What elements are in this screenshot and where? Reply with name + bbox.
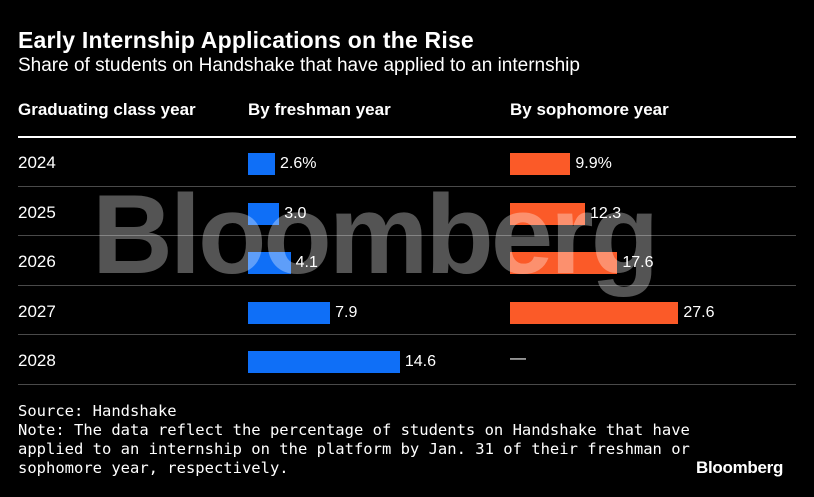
row-divider: [18, 334, 796, 335]
freshman-bar: [248, 252, 291, 274]
freshman-bar: [248, 202, 280, 225]
freshman-bar: [248, 351, 400, 373]
note-line-3: sophomore year, respectively.: [18, 459, 289, 477]
row-year-label: 2025: [18, 202, 56, 222]
sophomore-missing-label: —: [510, 350, 526, 367]
column-header-year: Graduating class year: [18, 100, 196, 119]
row-year-label: 2027: [18, 301, 56, 321]
sophomore-value-label: 17.6: [622, 254, 654, 271]
sophomore-bar: [510, 301, 679, 324]
note-line-2: applied to an internship on the platform…: [18, 440, 690, 458]
footer-notes: Source: Handshake Note: The data reflect…: [18, 402, 690, 478]
sophomore-bar: [510, 252, 618, 274]
sophomore-bar: [510, 153, 571, 175]
column-header-sophomore: By sophomore year: [510, 100, 669, 119]
sophomore-value-label: 27.6: [683, 303, 715, 321]
freshman-value-label: 4.1: [295, 254, 318, 271]
sophomore-bar: [510, 202, 586, 225]
row-divider: [18, 383, 796, 385]
chart-subtitle: Share of students on Handshake that have…: [18, 55, 580, 76]
source-text: Source: Handshake: [18, 402, 177, 420]
row-year-label: 2026: [18, 252, 56, 271]
chart-title: Early Internship Applications on the Ris…: [18, 27, 474, 53]
sophomore-value-label: 12.3: [590, 204, 622, 222]
header-divider: [18, 136, 796, 138]
sophomore-value-label: 9.9%: [575, 155, 612, 172]
freshman-value-label: 14.6: [404, 353, 436, 370]
row-divider: [18, 235, 796, 236]
column-header-freshman: By freshman year: [248, 100, 391, 119]
row-year-label: 2024: [18, 153, 56, 172]
brand-logo: Bloomberg: [696, 458, 784, 477]
freshman-value-label: 7.9: [335, 303, 358, 321]
freshman-bar: [248, 153, 276, 175]
row-year-label: 2028: [18, 351, 56, 370]
note-line-1: Note: The data reflect the percentage of…: [18, 421, 690, 439]
row-divider: [18, 284, 796, 286]
freshman-value-label: 3.0: [284, 204, 307, 222]
freshman-bar: [248, 301, 331, 324]
row-divider: [18, 185, 796, 187]
freshman-value-label: 2.6%: [280, 155, 317, 172]
